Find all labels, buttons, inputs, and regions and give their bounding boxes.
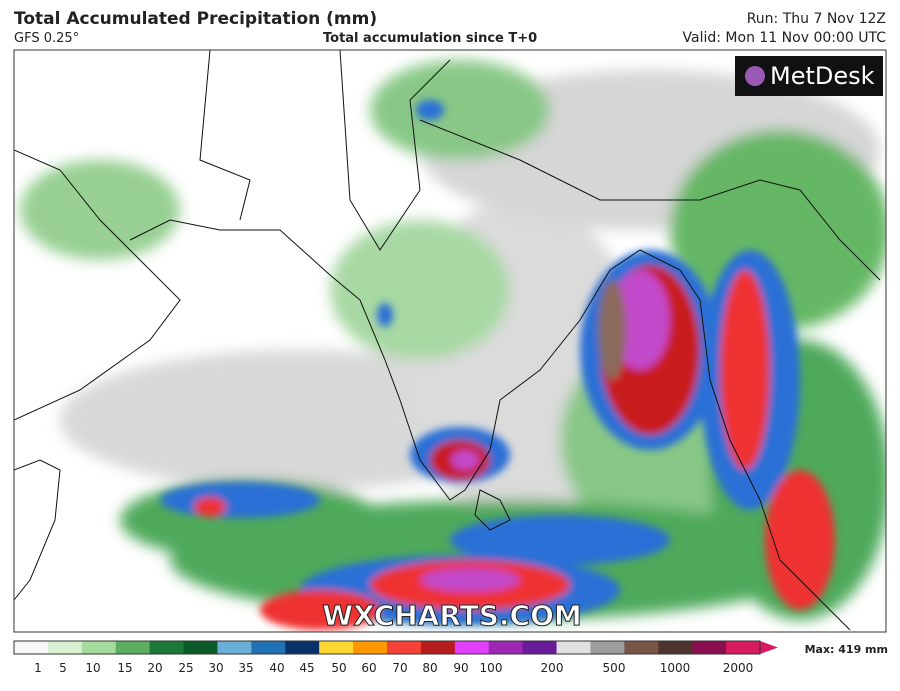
legend-label: 30 [208, 661, 223, 675]
colorbar-swatch [454, 641, 490, 654]
legend-label: 40 [269, 661, 284, 675]
logo-icon [745, 66, 765, 86]
legend-label: 100 [480, 661, 503, 675]
colorbar-swatch [658, 641, 693, 654]
legend-label: 5 [59, 661, 67, 675]
colorbar-swatch [183, 641, 218, 654]
colorbar-swatch [14, 641, 49, 654]
legend-label: 35 [238, 661, 253, 675]
legend-label: 70 [392, 661, 407, 675]
legend-label: 80 [422, 661, 437, 675]
colorbar-swatch [522, 641, 558, 654]
legend-label: 50 [331, 661, 346, 675]
colorbar-swatch [726, 641, 761, 654]
colorbar-swatch [624, 641, 659, 654]
colorbar-swatch [217, 641, 252, 654]
legend-label: 500 [603, 661, 626, 675]
colorbar-swatch [692, 641, 727, 654]
legend-label: 90 [453, 661, 468, 675]
title: Total Accumulated Precipitation (mm) [14, 9, 378, 29]
legend-label: 25 [178, 661, 193, 675]
colorbar: 1 5 10 15 20 25 30 35 40 45 50 60 70 80 90 100 200 500 100… [13, 640, 778, 675]
model: GFS 0.25° [14, 31, 80, 46]
colorbar-swatch [488, 641, 524, 654]
colorbar-swatch [115, 641, 151, 654]
legend-label: 20 [147, 661, 162, 675]
colorbar-swatch [420, 641, 456, 654]
colorbar-swatch [353, 641, 388, 654]
colorbar-swatch [319, 641, 354, 654]
colorbar-frame [13, 640, 761, 655]
legend-label: 15 [117, 661, 132, 675]
legend-max: Max: 419 mm [805, 643, 888, 656]
logo: MetDesk [770, 62, 875, 90]
colorbar-swatch [149, 641, 185, 654]
legend-label: 60 [361, 661, 376, 675]
legend-label: 2000 [723, 661, 754, 675]
valid: Valid: Mon 11 Nov 00:00 UTC [682, 30, 886, 46]
colorbar-swatch [556, 641, 591, 654]
run: Run: Thu 7 Nov 12Z [746, 11, 886, 27]
legend-label: 1000 [660, 661, 691, 675]
colorbar-arrow [760, 641, 778, 654]
colorbar-swatch [81, 641, 117, 654]
colorbar-swatch [47, 641, 83, 654]
colorbar-swatch [590, 641, 625, 654]
colorbar-swatch [285, 641, 320, 654]
colorbar-swatch [251, 641, 286, 654]
colorbar-swatch [387, 641, 422, 654]
coastlines [14, 50, 881, 631]
legend-label: 200 [541, 661, 564, 675]
watermark: WXCHARTS.COM [322, 599, 582, 632]
subtitle: Total accumulation since T+0 [323, 31, 538, 46]
legend-label: 10 [85, 661, 100, 675]
precip-field [14, 50, 886, 632]
legend-label: 1 [34, 661, 42, 675]
legend-label: 45 [299, 661, 314, 675]
